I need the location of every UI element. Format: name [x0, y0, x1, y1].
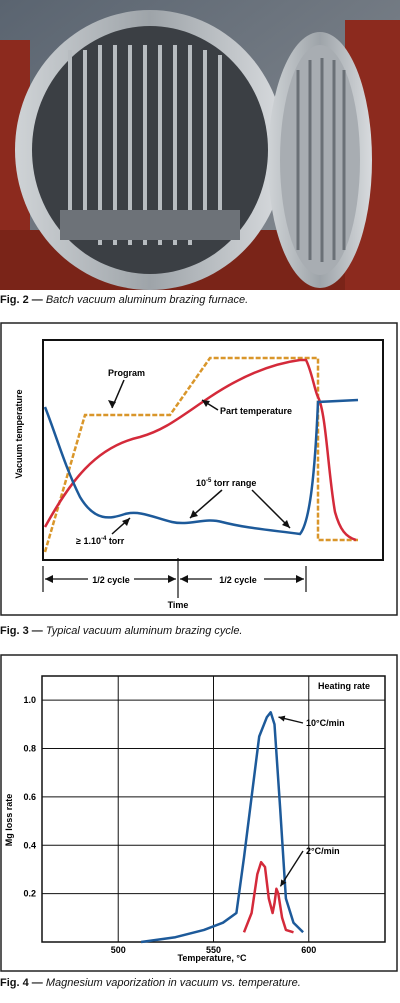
torr-range-arrowhead-left	[190, 510, 198, 518]
fig4-label: Fig. 4 —	[0, 977, 43, 989]
x-tick-label: 500	[111, 945, 126, 955]
y-tick-label: 0.2	[23, 889, 36, 899]
fig4-caption: Fig. 4 — Magnesium vaporization in vacuu…	[0, 977, 301, 990]
x-tick-label: 550	[206, 945, 221, 955]
part-temperature-annotation: Part temperature	[220, 406, 292, 416]
series-label-arrow	[279, 850, 304, 887]
fig2-caption-text: Batch vacuum aluminum brazing furnace.	[45, 294, 249, 306]
y-tick-label: 0.4	[23, 840, 36, 850]
series-label: 2°C/min	[306, 846, 340, 856]
y-tick-label: 1.0	[23, 695, 36, 705]
program-line	[43, 356, 358, 553]
series-line-2c-min	[242, 860, 294, 934]
y-tick-label: 0.6	[23, 792, 36, 802]
mg-ylabel: Mg loss rate	[4, 794, 14, 847]
torr-min-annotation: ≥ 1.10-4 torr	[76, 536, 125, 546]
heating-rate-legend-title: Heating rate	[318, 681, 370, 691]
torr-min-arrowhead	[122, 518, 130, 526]
part-temp-arrowhead	[202, 400, 210, 407]
part-temperature-line	[43, 358, 357, 542]
vacuum-line	[43, 398, 359, 536]
series-label-arrowhead	[280, 879, 287, 887]
torr-range-arrowhead-right	[282, 520, 290, 528]
torr-range-arrow-right	[251, 489, 291, 529]
cycle-plot-frame	[42, 339, 384, 561]
program-annotation: Program	[108, 368, 145, 378]
furnace-photo	[0, 0, 400, 290]
fig4-caption-text: Magnesium vaporization in vacuum vs. tem…	[45, 977, 301, 989]
cycle-half-1: 1/2 cycle	[92, 575, 130, 585]
program-arrowhead	[108, 400, 116, 408]
fig3-caption: Fig. 3 — Typical vacuum aluminum brazing…	[0, 625, 243, 638]
y-tick-label: 0.8	[23, 744, 36, 754]
series-label: 10°C/min	[306, 718, 345, 728]
series-label-arrowhead	[278, 715, 286, 722]
cycle-half-2: 1/2 cycle	[219, 575, 257, 585]
x-tick-label: 600	[301, 945, 316, 955]
fig2-caption: Fig. 2 — Batch vacuum aluminum brazing f…	[0, 294, 248, 307]
fig2-label: Fig. 2 —	[0, 294, 43, 306]
mg-loss-chart: 500 550 6000.20.40.60.81.010°C/min2°C/min …	[0, 654, 398, 972]
cycle-xlabel: Time	[168, 600, 189, 610]
brazing-cycle-chart: Vacuum temperature Program Part temperat…	[0, 322, 398, 616]
series-line-10c-min	[140, 711, 304, 944]
mg-xlabel: Temperature, °C	[178, 953, 247, 963]
torr-range-annotation: 10-5 torr range	[196, 478, 256, 488]
fig3-label: Fig. 3 —	[0, 625, 43, 637]
fig3-caption-text: Typical vacuum aluminum brazing cycle.	[45, 625, 243, 637]
cycle-ylabel: Vacuum temperature	[14, 389, 24, 478]
